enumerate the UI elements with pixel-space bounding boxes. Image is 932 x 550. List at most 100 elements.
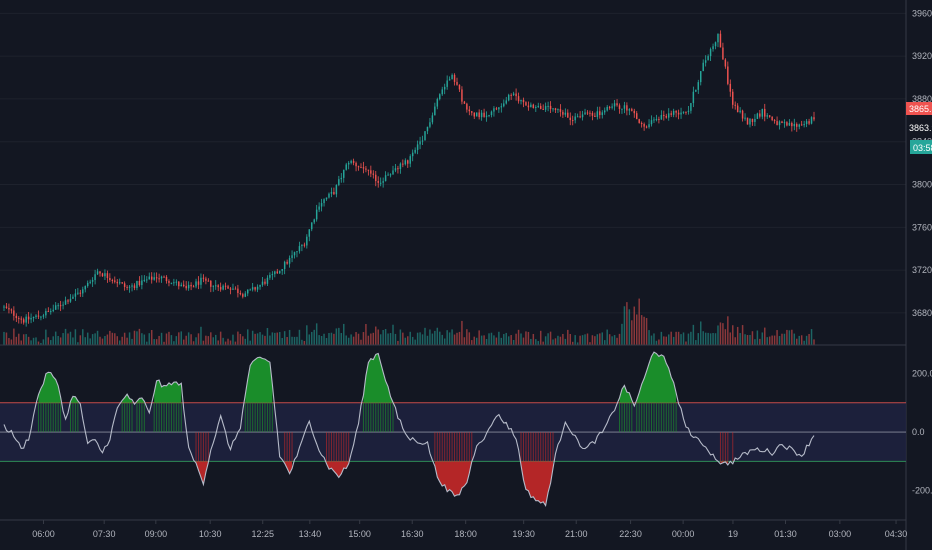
candle-body[interactable]	[414, 149, 416, 153]
candle-body[interactable]	[244, 293, 247, 297]
candle-body[interactable]	[613, 103, 616, 107]
candle-body[interactable]	[153, 277, 155, 280]
candle-body[interactable]	[672, 110, 675, 115]
candle-body[interactable]	[601, 112, 604, 116]
candle-body[interactable]	[212, 285, 215, 287]
candle-body[interactable]	[64, 300, 67, 305]
candle-body[interactable]	[596, 111, 599, 117]
candle-body[interactable]	[141, 280, 143, 286]
candle-body[interactable]	[584, 112, 586, 115]
candle-body[interactable]	[123, 283, 126, 287]
candle-body[interactable]	[133, 285, 136, 289]
candle-body[interactable]	[643, 124, 645, 127]
candle-body[interactable]	[237, 288, 239, 294]
candle-body[interactable]	[214, 285, 217, 287]
candle-body[interactable]	[453, 74, 456, 82]
candle-body[interactable]	[485, 115, 488, 117]
candlesticks[interactable]	[3, 30, 815, 327]
candle-body[interactable]	[264, 281, 266, 284]
candle-body[interactable]	[293, 252, 296, 256]
candle-body[interactable]	[155, 277, 158, 279]
candle-body[interactable]	[535, 106, 537, 108]
candle-body[interactable]	[311, 222, 313, 230]
candle-body[interactable]	[283, 261, 286, 270]
candle-body[interactable]	[473, 112, 475, 117]
candle-body[interactable]	[628, 109, 631, 111]
candle-body[interactable]	[308, 229, 311, 237]
candle-body[interactable]	[335, 184, 338, 195]
candle-body[interactable]	[109, 277, 111, 281]
candle-body[interactable]	[347, 162, 350, 165]
candle-body[interactable]	[126, 286, 128, 288]
candle-body[interactable]	[717, 33, 719, 43]
candle-body[interactable]	[111, 280, 114, 282]
candle-body[interactable]	[170, 282, 173, 284]
candle-body[interactable]	[421, 140, 424, 142]
candle-body[interactable]	[50, 311, 52, 313]
candle-body[interactable]	[182, 284, 185, 287]
candle-body[interactable]	[719, 33, 722, 48]
candle-body[interactable]	[30, 318, 32, 320]
candle-body[interactable]	[424, 131, 426, 141]
candle-body[interactable]	[345, 164, 347, 170]
candle-body[interactable]	[431, 115, 434, 123]
candle-body[interactable]	[734, 104, 736, 106]
candle-body[interactable]	[313, 219, 315, 223]
candle-body[interactable]	[709, 49, 712, 57]
candle-body[interactable]	[323, 199, 325, 204]
candle-body[interactable]	[128, 286, 131, 288]
candle-body[interactable]	[5, 306, 8, 309]
candle-body[interactable]	[707, 56, 709, 61]
candle-body[interactable]	[426, 126, 429, 132]
candle-body[interactable]	[318, 206, 320, 210]
candle-body[interactable]	[640, 122, 643, 125]
candle-body[interactable]	[35, 315, 37, 317]
candle-body[interactable]	[448, 79, 451, 81]
candle-body[interactable]	[591, 113, 594, 116]
candle-body[interactable]	[660, 114, 663, 120]
candle-body[interactable]	[443, 86, 446, 90]
candle-body[interactable]	[768, 115, 771, 117]
candle-body[interactable]	[234, 288, 237, 290]
candle-body[interactable]	[22, 319, 25, 323]
candle-body[interactable]	[554, 108, 557, 110]
candle-body[interactable]	[288, 258, 291, 264]
candle-body[interactable]	[27, 316, 30, 320]
candle-body[interactable]	[463, 101, 466, 104]
candle-body[interactable]	[567, 112, 569, 118]
candle-body[interactable]	[315, 209, 318, 220]
candle-body[interactable]	[173, 282, 175, 284]
candle-body[interactable]	[269, 274, 271, 278]
candle-body[interactable]	[372, 173, 375, 175]
candle-body[interactable]	[185, 286, 187, 289]
candle-body[interactable]	[439, 94, 441, 100]
candle-body[interactable]	[507, 94, 510, 101]
candle-body[interactable]	[99, 271, 101, 274]
candle-body[interactable]	[52, 309, 54, 312]
candle-body[interactable]	[256, 286, 259, 290]
candle-body[interactable]	[478, 112, 480, 118]
candle-body[interactable]	[611, 106, 613, 108]
candle-body[interactable]	[382, 181, 384, 183]
candle-body[interactable]	[663, 114, 665, 116]
candle-body[interactable]	[274, 271, 276, 275]
candle-body[interactable]	[303, 244, 306, 246]
candle-body[interactable]	[771, 116, 773, 121]
candle-body[interactable]	[520, 99, 522, 102]
candle-body[interactable]	[59, 305, 62, 307]
candle-body[interactable]	[483, 112, 485, 117]
candle-body[interactable]	[136, 280, 138, 289]
candle-body[interactable]	[96, 271, 99, 275]
candle-body[interactable]	[291, 255, 293, 259]
candle-body[interactable]	[362, 167, 365, 169]
candle-body[interactable]	[84, 286, 86, 290]
candle-body[interactable]	[402, 163, 404, 165]
candle-body[interactable]	[350, 160, 352, 163]
candle-body[interactable]	[803, 124, 805, 126]
candle-body[interactable]	[429, 122, 431, 127]
candle-body[interactable]	[219, 287, 222, 290]
candle-body[interactable]	[626, 105, 628, 111]
candle-body[interactable]	[239, 293, 242, 295]
candle-body[interactable]	[727, 66, 729, 84]
